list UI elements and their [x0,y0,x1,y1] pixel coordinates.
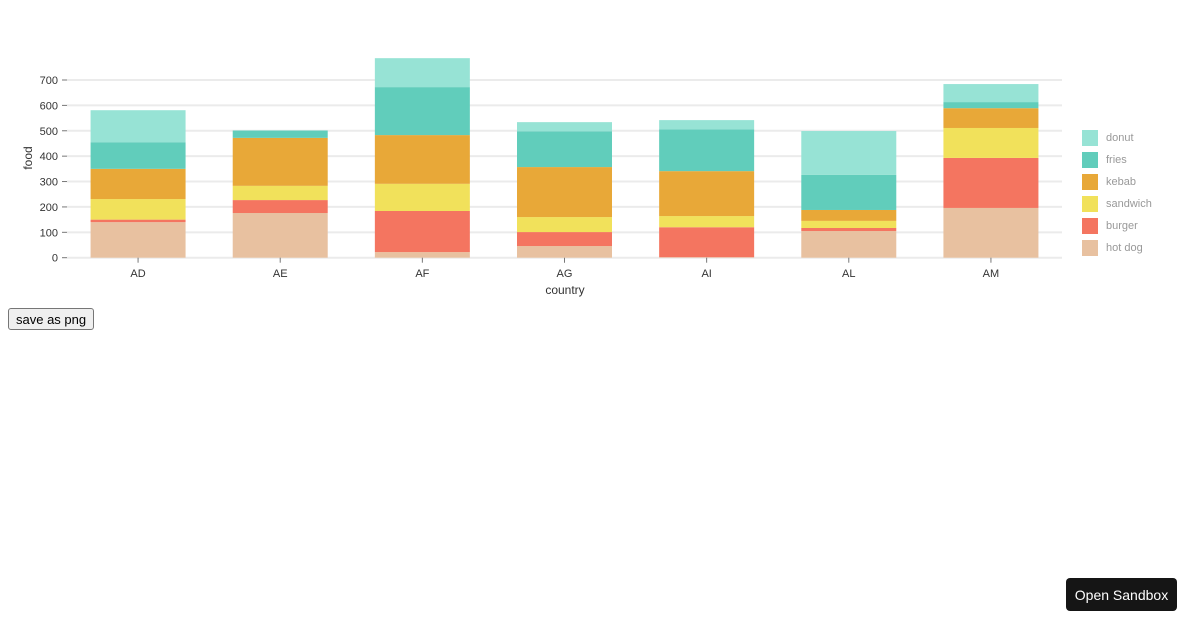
legend-label: sandwich [1106,198,1152,210]
legend-swatch [1082,152,1098,168]
bar-segment-burger[interactable] [943,157,1039,208]
bar-segment-hot-dog[interactable] [517,246,612,258]
y-axis-title: food [21,146,35,169]
legend-label: kebab [1106,176,1136,188]
bar-group-af [374,58,470,258]
bar-segment-hot-dog[interactable] [801,231,897,258]
bar-segment-hot-dog[interactable] [232,213,328,258]
x-tick-label: AD [130,268,145,280]
bar-segment-hot-dog[interactable] [943,207,1039,258]
stacked-bar-chart: 0 100 200 300 400 500 600 700 AD AE AF AG AI AL AM fo… [21,58,1152,297]
legend-item-hot-dog: hot dog [1082,240,1143,256]
legend-item-kebab: kebab [1082,174,1136,190]
x-tick-label: AG [557,268,573,280]
bar-segment-sandwich[interactable] [232,185,328,201]
bar-group-am [943,84,1039,258]
x-tick-label: AM [983,268,1000,280]
y-tick-label: 200 [40,202,58,214]
bar-segment-kebab[interactable] [374,135,470,184]
bar-segment-burger[interactable] [232,200,328,214]
x-tick-label: AI [701,268,711,280]
bar-segment-kebab[interactable] [801,209,897,221]
legend-swatch [1082,130,1098,146]
bar-segment-fries[interactable] [659,129,755,172]
y-tick-label: 100 [40,227,58,239]
legend-swatch [1082,218,1098,234]
bar-segment-sandwich[interactable] [374,183,470,211]
bar-segment-fries[interactable] [801,174,897,210]
save-as-png-button[interactable]: save as png [8,308,95,330]
x-axis: AD AE AF AG AI AL AM [130,257,1000,280]
bar-segment-hot-dog[interactable] [374,252,470,258]
bar-segment-sandwich[interactable] [90,199,186,220]
legend-swatch [1082,196,1098,212]
bar-segment-donut[interactable] [374,58,470,88]
open-sandbox-button[interactable]: Open Sandbox [1066,578,1177,611]
y-tick-label: 700 [40,75,58,87]
legend-item-burger: burger [1082,218,1138,234]
bar-segment-fries[interactable] [232,130,328,138]
x-tick-label: AF [415,268,429,280]
bar-group-ai [659,120,755,258]
y-tick-label: 500 [40,126,58,138]
bar-segment-fries[interactable] [943,102,1039,109]
bar-segment-hot-dog[interactable] [90,222,186,258]
legend-label: donut [1106,132,1134,144]
bar-segment-burger[interactable] [801,227,897,232]
y-axis: 0 100 200 300 400 500 600 700 [40,75,67,265]
legend-swatch [1082,174,1098,190]
bar-group-al [801,131,897,258]
bar-segment-kebab[interactable] [943,108,1039,128]
x-axis-title: country [545,283,584,297]
bar-segment-sandwich[interactable] [801,220,897,228]
bar-segment-burger[interactable] [659,227,755,258]
y-tick-label: 400 [40,151,58,163]
bar-segment-burger[interactable] [90,219,186,223]
bar-segment-donut[interactable] [801,131,897,175]
bar-group-ag [517,122,612,258]
legend-item-sandwich: sandwich [1082,196,1152,212]
legend-swatch [1082,240,1098,256]
bar-segment-hot-dog[interactable] [659,257,755,258]
bar-segment-fries[interactable] [517,131,612,168]
bar-segment-fries[interactable] [374,87,470,136]
legend-label: fries [1106,154,1127,166]
bar-segment-sandwich[interactable] [517,217,612,233]
bar-segment-kebab[interactable] [659,171,755,217]
legend-item-fries: fries [1082,152,1127,168]
legend: donut fries kebab sandwich burger hot dog [1082,130,1152,256]
x-tick-label: AL [842,268,855,280]
y-tick-label: 600 [40,100,58,112]
legend-label: hot dog [1106,242,1143,254]
y-tick-label: 300 [40,177,58,189]
bar-segment-sandwich[interactable] [659,216,755,228]
bar-group-ae [232,130,328,258]
bar-segment-fries[interactable] [90,142,186,169]
legend-item-donut: donut [1082,130,1134,146]
bar-segment-kebab[interactable] [517,167,612,218]
bar-segment-donut[interactable] [943,84,1039,103]
bar-segment-donut[interactable] [90,110,186,143]
bar-segment-kebab[interactable] [232,137,328,186]
bar-segment-sandwich[interactable] [943,127,1039,158]
legend-label: burger [1106,220,1138,232]
x-tick-label: AE [273,268,288,280]
bar-segment-burger[interactable] [517,232,612,247]
bars [90,58,1039,258]
bar-segment-kebab[interactable] [90,168,186,200]
y-tick-label: 0 [52,253,58,265]
bar-segment-donut[interactable] [659,120,755,130]
bar-group-ad [90,110,186,258]
bar-segment-burger[interactable] [374,210,470,253]
bar-segment-donut[interactable] [517,122,612,132]
